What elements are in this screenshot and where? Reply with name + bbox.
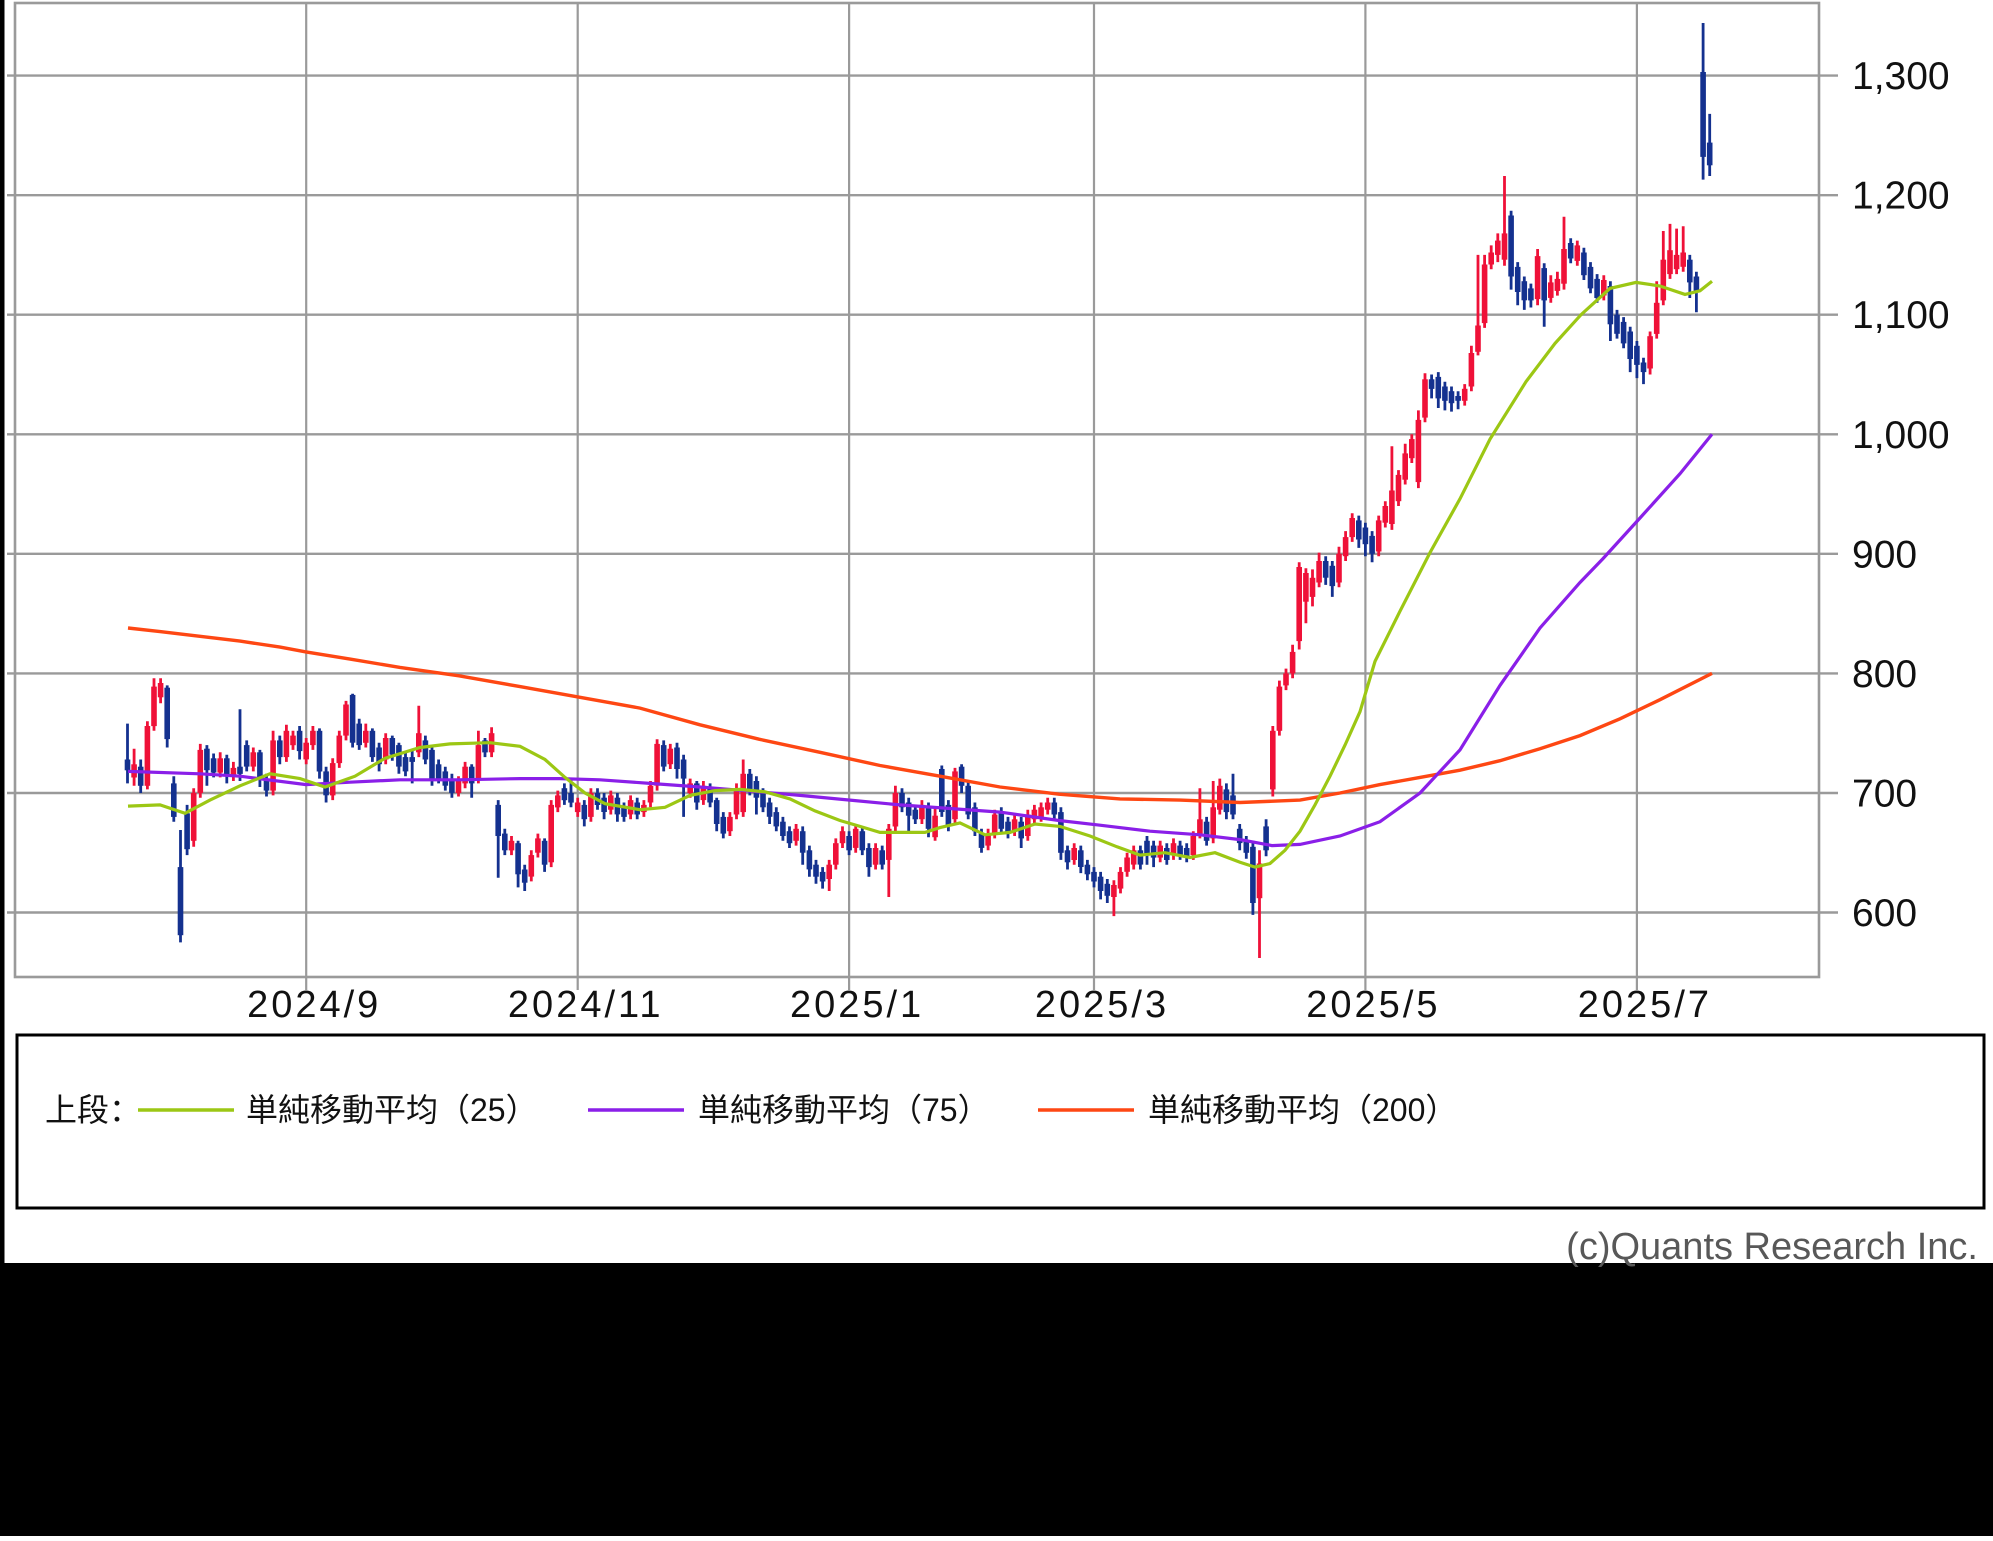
svg-text:1,200: 1,200 [1852, 175, 1950, 218]
svg-text:800: 800 [1852, 653, 1917, 696]
svg-text:1,100: 1,100 [1852, 294, 1950, 337]
svg-text:単純移動平均（25）: 単純移動平均（25） [246, 1092, 538, 1128]
svg-text:2024/11: 2024/11 [508, 984, 664, 1026]
svg-text:2025/5: 2025/5 [1306, 984, 1440, 1026]
svg-text:上段：: 上段： [45, 1092, 141, 1128]
svg-text:2025/3: 2025/3 [1035, 984, 1169, 1026]
svg-text:2025/7: 2025/7 [1578, 984, 1712, 1026]
svg-text:700: 700 [1852, 773, 1917, 816]
svg-text:2024/9: 2024/9 [247, 984, 381, 1026]
svg-text:(c)Quants Research Inc.: (c)Quants Research Inc. [1566, 1226, 1978, 1268]
svg-text:単純移動平均（75）: 単純移動平均（75） [698, 1092, 990, 1128]
svg-text:600: 600 [1852, 892, 1917, 935]
svg-text:1,000: 1,000 [1852, 414, 1950, 457]
svg-text:900: 900 [1852, 533, 1917, 576]
svg-text:単純移動平均（200）: 単純移動平均（200） [1148, 1092, 1457, 1128]
svg-text:2025/1: 2025/1 [790, 984, 924, 1026]
svg-text:1,300: 1,300 [1852, 55, 1950, 98]
